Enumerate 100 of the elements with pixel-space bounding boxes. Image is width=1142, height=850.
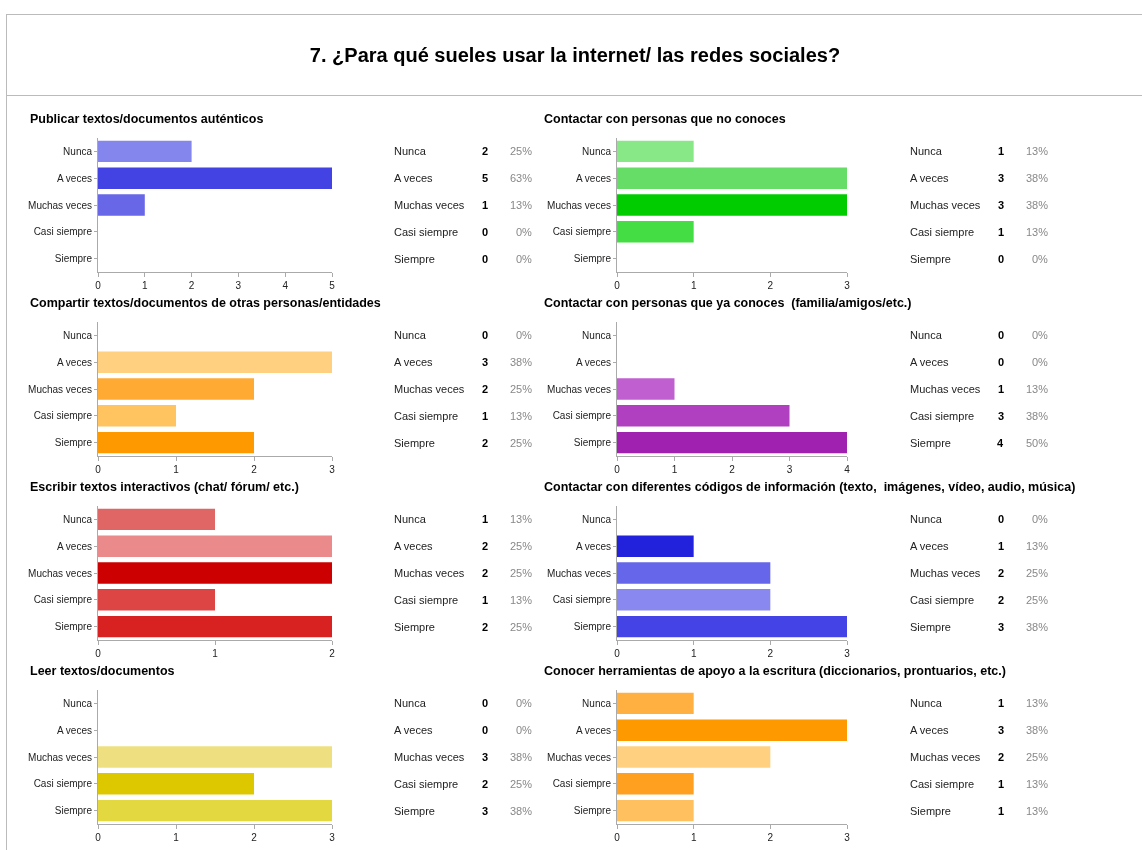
- bar: [617, 405, 790, 427]
- data-label: 3: [998, 172, 1005, 184]
- text: 7. ¿Para qué sueles usar la internet/ las redes sociales?: [6, 14, 1142, 96]
- y-tick-label: Casi siempre: [33, 778, 93, 790]
- data-label: 1: [482, 594, 489, 606]
- data-label: 3: [998, 410, 1005, 422]
- y-tick-label: Casi siempre: [552, 226, 612, 238]
- data-label: 3: [998, 724, 1005, 736]
- text: 38%: [1026, 172, 1049, 184]
- x-tick-label: 3: [844, 648, 851, 659]
- data-label: 3: [482, 356, 489, 368]
- y-tick-label: Siempre: [573, 805, 612, 817]
- category-label: Siempre: [394, 253, 435, 265]
- data-label: 0: [998, 253, 1005, 265]
- x-tick-label: 1: [173, 832, 180, 843]
- data-label: 0: [482, 329, 489, 341]
- x-tick-label: 1: [142, 280, 149, 291]
- bar: [617, 746, 771, 768]
- x-tick-label: 0: [614, 280, 621, 291]
- category-label: Muchas veces: [910, 383, 981, 395]
- y-tick-label: A veces: [575, 540, 611, 552]
- y-tick-label: Muchas veces: [547, 567, 611, 579]
- data-label: 1: [998, 805, 1005, 817]
- x-tick-label: 0: [95, 832, 102, 843]
- x-tick-label: 3: [329, 832, 336, 843]
- category-label: Casi siempre: [394, 778, 459, 790]
- text: 0%: [516, 329, 533, 341]
- category-label: Casi siempre: [910, 410, 975, 422]
- x-tick-label: 1: [690, 648, 697, 659]
- bar: [98, 351, 332, 373]
- text: 25%: [1026, 751, 1049, 763]
- text: 25%: [510, 567, 533, 579]
- bar: [98, 194, 145, 216]
- text: 38%: [1026, 410, 1049, 422]
- x-tick-label: 0: [614, 464, 621, 475]
- x-tick-label: 4: [844, 464, 851, 475]
- category-label: Muchas veces: [394, 567, 465, 579]
- data-label: 2: [482, 437, 489, 449]
- bar: [98, 405, 176, 427]
- y-tick-label: Muchas veces: [547, 383, 611, 395]
- category-label: Muchas veces: [910, 567, 981, 579]
- data-label: 2: [998, 751, 1005, 763]
- data-label: 0: [482, 697, 489, 709]
- y-tick-label: Nunca: [582, 513, 612, 525]
- data-label: 2: [998, 594, 1005, 606]
- text: 0%: [1032, 253, 1049, 265]
- category-label: Siempre: [910, 621, 951, 633]
- x-tick-label: 3: [844, 280, 851, 291]
- y-tick-label: Siempre: [54, 437, 93, 449]
- data-label: 0: [482, 226, 489, 238]
- category-label: Nunca: [910, 513, 942, 525]
- bar: [617, 719, 847, 741]
- x-tick-label: 2: [767, 648, 774, 659]
- text: 63%: [510, 172, 533, 184]
- chart-title: Conocer herramientas de apoyo a la escritura (diccionarios, prontuarios, etc.): [544, 663, 1006, 678]
- text: 25%: [510, 621, 533, 633]
- x-tick-label: 5: [329, 280, 336, 291]
- chart-title: Contactar con diferentes códigos de información (texto, imágenes, vídeo, audio, música): [544, 479, 1076, 494]
- text: 38%: [510, 805, 533, 817]
- y-tick-label: Siempre: [54, 805, 93, 817]
- category-label: Muchas veces: [394, 199, 465, 211]
- x-tick-label: 2: [729, 464, 736, 475]
- text: 13%: [510, 513, 533, 525]
- text: 13%: [510, 410, 533, 422]
- y-tick-label: Casi siempre: [33, 410, 93, 422]
- category-label: A veces: [910, 540, 949, 552]
- data-label: 3: [482, 805, 489, 817]
- x-tick-label: 2: [767, 280, 774, 291]
- x-tick-label: 2: [188, 280, 195, 291]
- y-tick-label: Siempre: [54, 621, 93, 633]
- y-tick-label: Muchas veces: [28, 383, 92, 395]
- text: 13%: [1026, 697, 1049, 709]
- category-label: Muchas veces: [394, 383, 465, 395]
- text: 0%: [516, 226, 533, 238]
- x-tick-label: 1: [690, 280, 697, 291]
- x-tick-label: 1: [671, 464, 678, 475]
- bar: [617, 535, 694, 557]
- data-label: 1: [998, 697, 1005, 709]
- y-tick-label: A veces: [56, 172, 92, 184]
- text: 38%: [1026, 621, 1049, 633]
- text: 13%: [1026, 805, 1049, 817]
- data-label: 1: [482, 513, 489, 525]
- text: 0%: [516, 697, 533, 709]
- text: 13%: [1026, 145, 1049, 157]
- chart-title: Publicar textos/documentos auténticos: [30, 111, 264, 126]
- data-label: 1: [998, 540, 1005, 552]
- category-label: Nunca: [910, 697, 942, 709]
- bar: [98, 431, 254, 454]
- x-tick-label: 2: [767, 832, 774, 843]
- category-label: Casi siempre: [910, 594, 975, 606]
- category-label: Casi siempre: [910, 778, 975, 790]
- text: 13%: [1026, 778, 1049, 790]
- data-label: 5: [482, 172, 489, 184]
- y-tick-label: Casi siempre: [552, 594, 612, 606]
- data-label: 0: [998, 356, 1005, 368]
- y-tick-label: Casi siempre: [33, 594, 93, 606]
- text: 25%: [510, 778, 533, 790]
- text: 13%: [1026, 540, 1049, 552]
- category-label: Siempre: [910, 805, 951, 817]
- data-label: 3: [998, 621, 1005, 633]
